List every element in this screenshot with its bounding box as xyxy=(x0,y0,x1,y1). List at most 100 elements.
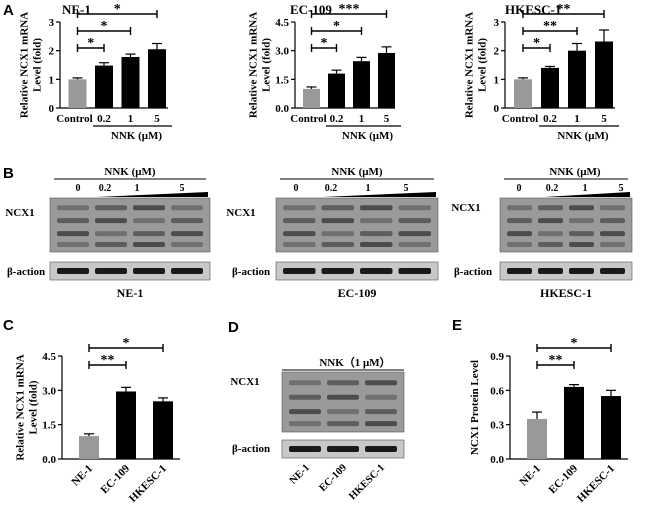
protein-label: NCX1 xyxy=(5,207,34,219)
bar-0-2 xyxy=(328,73,345,108)
protein-band xyxy=(569,241,594,247)
y-axis-label: Level (fold) xyxy=(28,380,40,434)
lane-label: 0.2 xyxy=(325,183,338,194)
protein-band xyxy=(283,205,316,211)
lane-label: EC-109 xyxy=(317,462,349,494)
protein-label: NCX1 xyxy=(226,207,255,219)
y-tick-label: 0.3 xyxy=(490,420,504,432)
y-tick-label: 1 xyxy=(49,74,55,86)
protein-band xyxy=(133,205,165,211)
significance-stars: * xyxy=(333,19,340,34)
bar-hkesc-1 xyxy=(153,401,173,459)
control-band xyxy=(360,268,393,274)
x-tick-label: 0.2 xyxy=(330,113,344,125)
lane-label: NE-1 xyxy=(288,462,312,486)
y-tick-label: 0.0 xyxy=(275,103,289,115)
protein-band xyxy=(283,231,316,237)
bar-1 xyxy=(121,56,140,108)
significance-stars: ** xyxy=(543,19,557,34)
control-band xyxy=(507,268,532,274)
y-tick-label: 1 xyxy=(494,74,500,86)
protein-band xyxy=(360,205,393,211)
y-tick-label: 4.5 xyxy=(275,17,289,29)
lane-label: 0 xyxy=(76,183,81,194)
control-band xyxy=(283,268,316,274)
y-axis-label: Relative NCX1 mRNA xyxy=(464,12,476,118)
protein-band xyxy=(538,218,563,224)
significance-stars: * xyxy=(123,336,130,351)
bar-ec-109 xyxy=(116,391,136,459)
protein-band xyxy=(283,218,316,224)
panel-letter-c: C xyxy=(3,317,14,334)
y-axis-label: Relative NCX1 mRNA xyxy=(15,354,27,460)
y-tick-label: 1.5 xyxy=(42,420,56,432)
protein-band xyxy=(507,231,532,237)
protein-band xyxy=(365,421,397,427)
protein-band xyxy=(360,218,393,224)
y-tick-label: 0.9 xyxy=(490,351,504,363)
blot-header: NNK（1 μM） xyxy=(319,356,390,369)
significance-stars: * xyxy=(101,19,108,34)
control-band xyxy=(95,268,127,274)
lane-label: 5 xyxy=(404,183,409,194)
protein-band xyxy=(569,205,594,211)
x-tick-label: 0.2 xyxy=(97,113,111,125)
y-tick-label: 2 xyxy=(494,46,500,58)
bar-5 xyxy=(595,41,613,108)
bar-control xyxy=(514,79,532,108)
control-label: β-action xyxy=(232,443,270,455)
protein-band xyxy=(365,409,397,415)
x-axis-label: NNK (μM) xyxy=(111,130,162,142)
bar-ne-1 xyxy=(79,436,99,459)
protein-band xyxy=(321,231,354,237)
protein-band xyxy=(171,218,203,224)
y-tick-label: 4.5 xyxy=(42,351,56,363)
protein-band xyxy=(171,231,203,237)
protein-band xyxy=(327,421,359,427)
x-axis-label: NNK (μM) xyxy=(342,130,393,142)
x-tick-label: 0.2 xyxy=(543,113,557,125)
significance-stars: ** xyxy=(557,2,571,17)
western-blot-hkesc1: NNK (μM) 0 0.2 1 5 NCX1 β-action HKESC-1 xyxy=(451,166,633,300)
x-tick-label: 1 xyxy=(128,113,134,125)
bar-hkesc-1 xyxy=(601,396,621,459)
blot-membrane xyxy=(49,197,211,253)
significance-stars: ** xyxy=(549,353,563,368)
protein-band xyxy=(57,241,89,247)
control-membrane xyxy=(499,261,633,281)
control-band xyxy=(171,268,203,274)
dose-wedge xyxy=(544,192,630,197)
lane-label: 1 xyxy=(583,183,588,194)
dose-wedge xyxy=(323,192,436,197)
protein-band xyxy=(321,241,354,247)
x-axis-label: NNK (μM) xyxy=(557,130,608,142)
y-tick-label: 0 xyxy=(49,103,55,115)
protein-band xyxy=(600,218,625,224)
protein-band xyxy=(289,421,321,427)
protein-band xyxy=(95,218,127,224)
y-tick-label: 3.0 xyxy=(42,385,56,397)
protein-band xyxy=(57,231,89,237)
lane-label: 5 xyxy=(619,183,624,194)
bar-control xyxy=(303,88,320,108)
protein-band xyxy=(398,241,431,247)
protein-band xyxy=(327,380,359,386)
significance-stars: * xyxy=(571,336,578,351)
y-axis-label: Relative NCX1 mRNA xyxy=(19,12,31,118)
panel-letter-a: A xyxy=(3,2,14,19)
bar-1 xyxy=(568,50,586,108)
bar-1 xyxy=(353,61,370,108)
y-tick-label: 0.0 xyxy=(42,454,56,466)
protein-band xyxy=(321,218,354,224)
significance-stars: ** xyxy=(101,353,115,368)
bar-chart-protein-level: 0.0 0.3 0.6 0.9 NCX1 Protein Level NE-1 EC-109… xyxy=(469,336,628,505)
y-tick-label: 3.0 xyxy=(275,46,289,58)
cell-line-label: NE-1 xyxy=(117,286,144,300)
western-blot-ne1: NNK (μM) 0 0.2 1 5 NCX1 β-action NE-1 xyxy=(5,166,211,300)
x-tick-label: HKESC-1 xyxy=(575,463,617,505)
control-label: β-action xyxy=(232,266,270,278)
protein-band xyxy=(171,205,203,211)
significance-stars: * xyxy=(114,2,121,17)
y-axis-label: Relative NCX1 mRNA xyxy=(248,12,260,118)
chart-title: HKESC-1 xyxy=(505,2,561,17)
